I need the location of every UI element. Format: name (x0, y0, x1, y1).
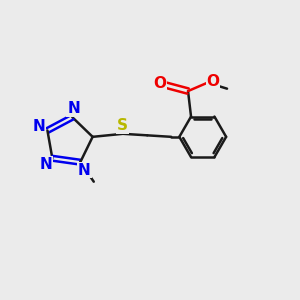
Text: N: N (33, 119, 46, 134)
Text: O: O (206, 74, 219, 89)
Text: N: N (78, 163, 91, 178)
Text: O: O (154, 76, 166, 91)
Text: N: N (67, 101, 80, 116)
Text: S: S (117, 118, 128, 133)
Text: N: N (40, 157, 52, 172)
